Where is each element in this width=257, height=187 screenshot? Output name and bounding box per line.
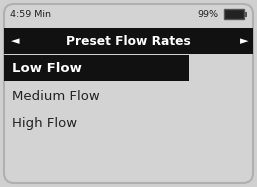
Text: 99%: 99%: [197, 10, 218, 19]
Bar: [244, 11, 247, 16]
Bar: [4, 28, 253, 54]
Text: Preset Flow Rates: Preset Flow Rates: [66, 34, 191, 47]
Text: 4:59 Min: 4:59 Min: [10, 10, 51, 19]
FancyBboxPatch shape: [4, 4, 253, 183]
Text: Medium Flow: Medium Flow: [12, 90, 100, 102]
Text: ►: ►: [240, 36, 248, 46]
Bar: [224, 9, 244, 19]
Bar: [4, 55, 189, 81]
Text: ◄: ◄: [11, 36, 19, 46]
Text: Low Flow: Low Flow: [12, 62, 82, 74]
Text: High Flow: High Flow: [12, 117, 77, 131]
